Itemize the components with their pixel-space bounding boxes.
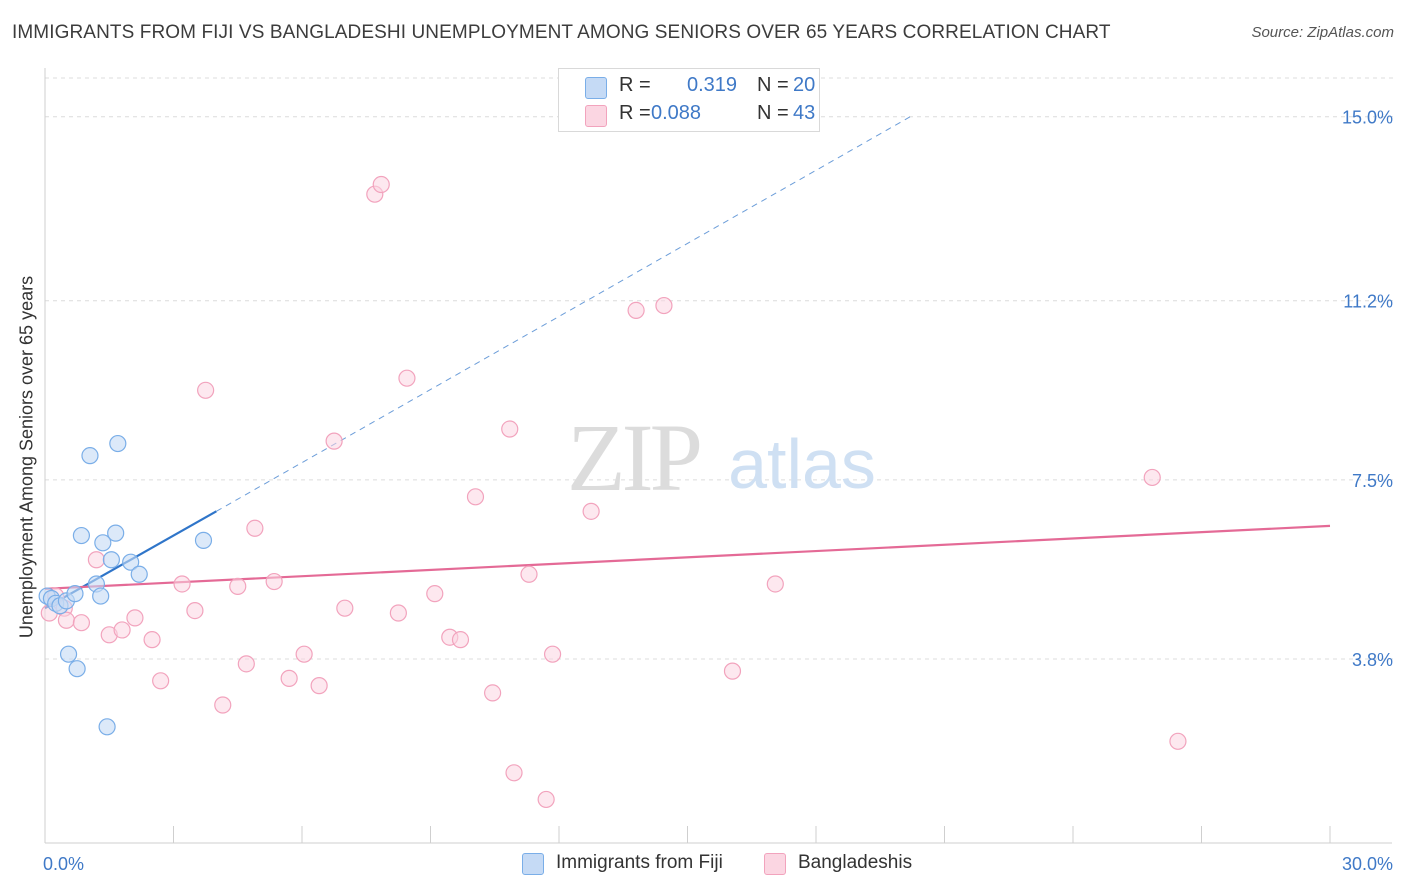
bangladeshi-point: [398, 369, 416, 387]
fiji-point: [81, 447, 99, 465]
y-axis-label: Unemployment Among Seniors over 65 years: [16, 275, 37, 639]
bangladeshi-point: [186, 601, 204, 620]
n-label: N =: [757, 74, 789, 96]
y-tick-label: 11.2%: [1343, 292, 1393, 312]
watermark-zip: ZIP: [567, 404, 700, 511]
fiji-point: [66, 585, 84, 603]
stats-legend: R = 0.319 N = 20 R = 0.088 N = 43: [558, 68, 820, 132]
n-value: 20: [793, 74, 816, 96]
fiji-point: [130, 565, 148, 583]
bangladeshi-point: [295, 645, 313, 663]
bangladeshi-point: [113, 621, 131, 639]
n-label: N =: [757, 102, 789, 124]
watermark: ZIP atlas: [567, 404, 876, 511]
bangladeshi-point: [505, 764, 523, 782]
legend-label: Immigrants from Fiji: [556, 852, 723, 873]
bangladeshi-point: [1143, 468, 1161, 487]
axes: [44, 68, 1392, 844]
bangladeshi-point: [426, 585, 444, 603]
bangladeshi-point: [229, 577, 247, 595]
bangladeshi-point: [655, 296, 673, 315]
bangladeshi-point: [152, 672, 170, 690]
y-tick-label: 3.8%: [1352, 650, 1393, 670]
data-points: [38, 175, 1187, 809]
fiji-point: [68, 660, 86, 678]
bangladeshi-point: [582, 502, 600, 520]
fiji-swatch: [522, 853, 544, 875]
bangladeshi-swatch: [764, 853, 786, 875]
bangladeshi-point: [126, 609, 144, 627]
legend-label: Bangladeshis: [798, 852, 913, 873]
chart-title: IMMIGRANTS FROM FIJI VS BANGLADESHI UNEM…: [12, 22, 1111, 43]
bangladeshi-trend-line: [44, 524, 1331, 590]
fiji-point: [107, 524, 125, 542]
bangladeshi-point: [372, 175, 390, 194]
bangladeshi-point: [466, 488, 485, 506]
bangladeshi-point: [57, 611, 76, 629]
fiji-point: [72, 526, 91, 545]
x-tick-label: 30.0%: [1342, 854, 1393, 874]
bangladeshi-point: [173, 575, 191, 593]
bangladeshi-point: [389, 604, 407, 622]
bangladeshi-point: [501, 420, 519, 438]
bangladeshi-point: [520, 565, 538, 583]
bangladeshi-point: [723, 662, 742, 680]
bangladeshi-point: [1169, 732, 1187, 750]
bangladeshi-point: [325, 432, 343, 450]
fiji-point: [94, 534, 112, 552]
fiji-point: [98, 718, 116, 736]
r-label: R =: [619, 102, 651, 124]
bangladeshi-point: [766, 575, 784, 593]
fiji-point: [122, 553, 140, 571]
bangladeshi-point: [143, 631, 161, 649]
watermark-atlas: atlas: [728, 425, 876, 503]
bangladeshi-point: [214, 696, 232, 714]
bangladeshi-point: [72, 614, 91, 632]
source-credit: Source: ZipAtlas.com: [1251, 24, 1394, 41]
fiji-point: [102, 551, 120, 569]
bangladeshi-swatch: [585, 105, 607, 127]
fiji-point: [194, 531, 213, 549]
grid: [45, 77, 1395, 660]
bangladeshi-point: [627, 301, 645, 320]
bangladeshi-point: [246, 519, 264, 537]
bangladeshi-point: [451, 631, 470, 649]
fiji-point: [59, 645, 78, 663]
r-value: 0.088: [651, 102, 702, 124]
bangladeshi-point: [280, 669, 298, 687]
fiji-swatch: [585, 77, 607, 99]
fiji-point: [109, 434, 127, 453]
trend-lines: [44, 116, 1331, 610]
bangladeshi-point: [543, 645, 562, 663]
bangladeshi-point: [336, 599, 354, 617]
bangladeshi-point: [237, 655, 255, 673]
x-tick-label: 0.0%: [43, 854, 84, 874]
n-value: 43: [793, 102, 816, 124]
bangladeshi-point: [87, 551, 106, 569]
bangladeshi-point: [310, 677, 328, 695]
y-tick-label: 15.0%: [1342, 108, 1393, 128]
bangladeshi-point: [265, 572, 283, 591]
bangladeshi-point: [537, 790, 555, 809]
r-label: R =: [619, 74, 651, 96]
y-tick-label: 7.5%: [1352, 471, 1393, 491]
bangladeshi-point: [484, 684, 502, 702]
bangladeshi-point: [197, 381, 215, 399]
tick-labels: 3.8% 7.5% 11.2% 15.0% 0.0% 30.0%: [43, 108, 1393, 874]
r-value: 0.319: [687, 74, 738, 96]
fiji-point: [92, 587, 110, 605]
